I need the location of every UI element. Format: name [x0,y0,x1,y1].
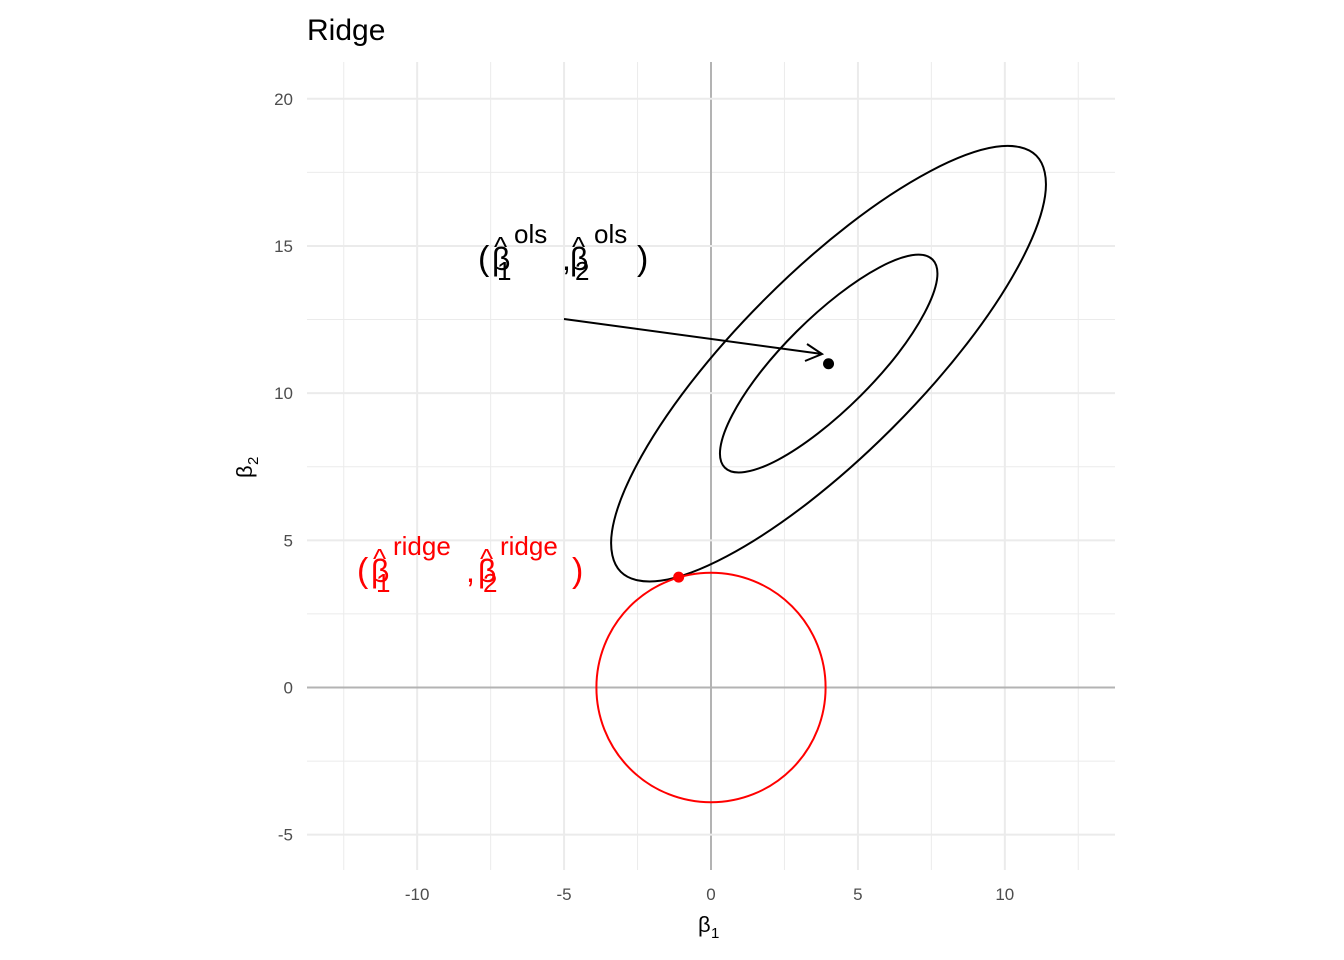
label-separator: , [562,241,571,277]
label-superscript: ols [514,219,547,249]
label-subscript: 2 [483,568,497,598]
label-superscript: ridge [393,531,451,561]
label-superscript: ridge [500,531,558,561]
chart-title: Ridge [307,14,385,47]
label-symbol: β [478,553,496,589]
x-tick-label: 5 [853,885,862,904]
contour-line [610,144,1047,583]
arrow-shaft [563,318,823,355]
label-paren: ( [478,240,490,278]
y-tick-label: 10 [274,384,293,403]
label-symbol: β [492,241,510,277]
x-tick-label: -5 [557,885,572,904]
estimate-point [673,571,685,583]
x-tick-label: 10 [995,885,1014,904]
y-axis-symbol: β [232,465,257,478]
x-axis-symbol: β [698,912,711,937]
y-tick-label: 0 [284,679,293,698]
y-axis-sub: 2 [245,457,262,465]
annotation-arrow [563,318,825,362]
label-subscript: 1 [376,568,390,598]
label-separator: , [466,553,475,589]
label-symbol: β [570,241,588,277]
x-tick-label: -10 [405,885,430,904]
label-superscript: ols [594,219,627,249]
label-paren: ) [572,552,583,590]
label-hat: ^ [494,231,507,262]
contour-line [718,253,939,474]
y-axis-label: β2 [232,457,262,478]
label-paren: ) [637,240,648,278]
marks [595,144,1047,804]
y-tick-label: 20 [274,90,293,109]
y-tick-label: 15 [274,237,293,256]
x-axis-sub: 1 [711,925,719,942]
label-hat: ^ [373,543,386,574]
x-tick-label: 0 [706,885,715,904]
label-hat: ^ [572,231,585,262]
label-hat: ^ [480,543,493,574]
y-tick-label: -5 [278,826,293,845]
grid: -10 -5 0 5 10 -5 0 5 10 15 20 [274,62,1115,904]
constraint-circle [595,571,827,804]
label-subscript: 1 [497,256,511,286]
estimate-point [823,358,835,370]
y-tick-label: 5 [284,531,293,550]
label-symbol: β [371,553,389,589]
label-subscript: 2 [575,256,589,286]
arrow-head [804,343,825,362]
label-paren: ( [357,552,369,590]
